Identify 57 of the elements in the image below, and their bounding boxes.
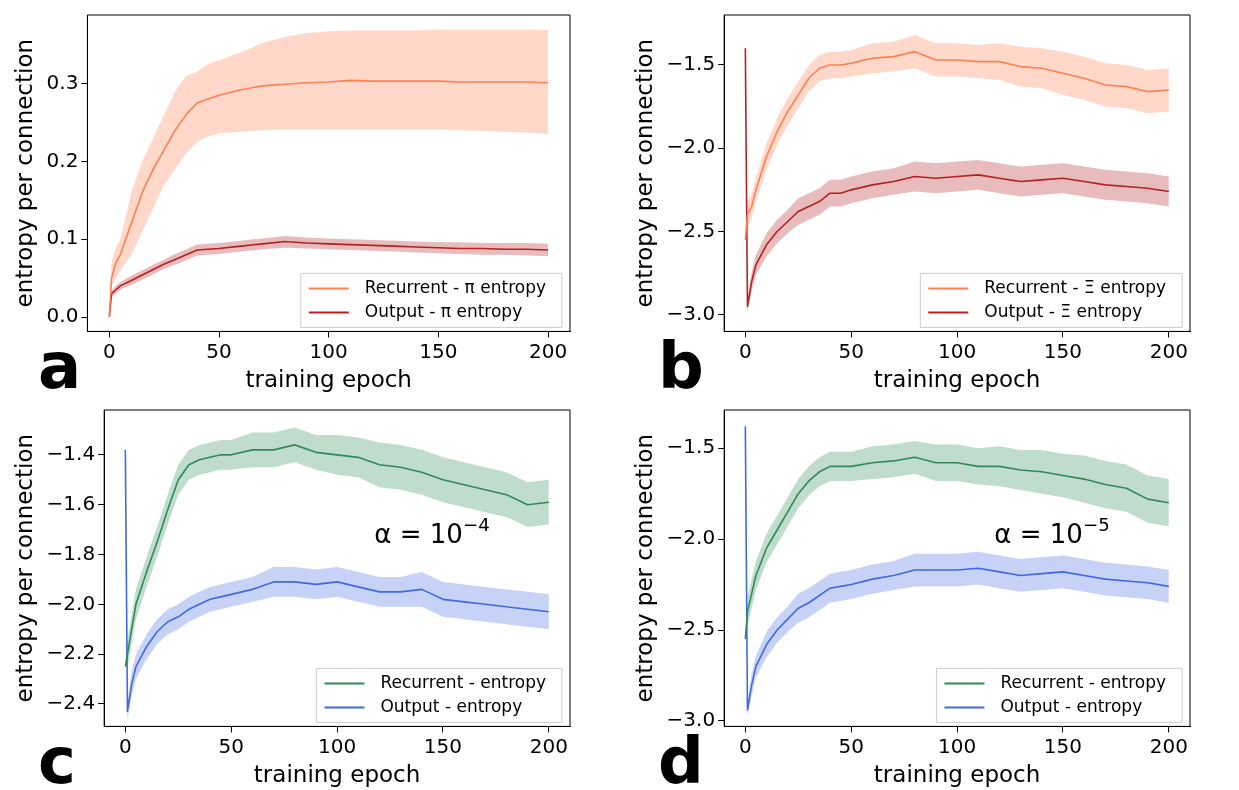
x-tick-label: 100 <box>937 338 977 363</box>
text: a <box>38 329 82 403</box>
y-axis-title: entropy per connection <box>630 38 657 308</box>
x-tick-label: 50 <box>206 338 232 363</box>
legend-label: Output - π entropy <box>364 300 523 321</box>
x-tick-label: 0 <box>118 733 132 758</box>
y-tick-label: 0.3 <box>46 69 79 94</box>
y-tick-label: −2.4 <box>46 690 96 715</box>
y-tick-label: 0.2 <box>46 147 79 172</box>
x-tick-label: 150 <box>1043 338 1083 363</box>
y-tick-label: −2.0 <box>46 590 96 615</box>
x-tick-label: 50 <box>838 733 864 758</box>
legend-label: Output - entropy <box>380 695 523 716</box>
x-tick-label: 150 <box>423 733 463 758</box>
x-axis-title: training epoch <box>873 366 1041 393</box>
legend-label: Recurrent - π entropy <box>364 276 547 297</box>
x-tick-label: 200 <box>528 338 568 363</box>
text: c <box>38 724 76 790</box>
y-tick-label: −1.5 <box>666 434 716 459</box>
x-tick-label: 50 <box>838 338 864 363</box>
legend-label: Recurrent - entropy <box>380 671 546 692</box>
x-tick-label: 200 <box>529 733 568 758</box>
y-axis-title: entropy per connection <box>10 38 37 308</box>
x-tick-label: 150 <box>419 338 458 363</box>
x-tick-label: 0 <box>738 338 752 363</box>
y-axis-title: entropy per connection <box>10 433 37 703</box>
x-tick-label: 100 <box>309 338 348 363</box>
x-tick-label: 100 <box>317 733 357 758</box>
legend-label: Recurrent - entropy <box>1000 671 1166 692</box>
y-tick-label: −2.0 <box>666 525 716 550</box>
legend-label: Output - Ξ entropy <box>984 300 1143 321</box>
y-tick-label: −1.5 <box>666 51 716 76</box>
x-axis-title: training epoch <box>245 366 412 393</box>
y-tick-label: −2.5 <box>666 616 716 641</box>
x-tick-label: 50 <box>218 733 244 758</box>
y-tick-label: −1.4 <box>46 441 96 466</box>
y-tick-label: 0.1 <box>46 225 79 250</box>
y-tick-label: −3.0 <box>666 707 716 732</box>
y-tick-label: −3.0 <box>666 300 716 325</box>
x-axis-title: training epoch <box>253 761 421 788</box>
y-tick-label: −1.6 <box>46 490 96 515</box>
y-axis-title: entropy per connection <box>630 433 657 703</box>
x-tick-label: 0 <box>738 733 752 758</box>
x-axis-title: training epoch <box>873 761 1041 788</box>
y-tick-label: −2.0 <box>666 134 716 159</box>
y-tick-label: −2.2 <box>46 640 96 665</box>
y-tick-label: 0.0 <box>46 303 79 328</box>
y-tick-label: −1.8 <box>46 540 96 565</box>
x-tick-label: 150 <box>1043 733 1083 758</box>
x-tick-label: 100 <box>937 733 977 758</box>
y-tick-label: −2.5 <box>666 217 716 242</box>
text: b <box>658 329 704 403</box>
x-tick-label: 200 <box>1149 733 1188 758</box>
x-tick-label: 0 <box>102 338 116 363</box>
x-tick-label: 200 <box>1149 338 1188 363</box>
legend-label: Output - entropy <box>1000 695 1143 716</box>
legend-label: Recurrent - Ξ entropy <box>984 276 1166 297</box>
